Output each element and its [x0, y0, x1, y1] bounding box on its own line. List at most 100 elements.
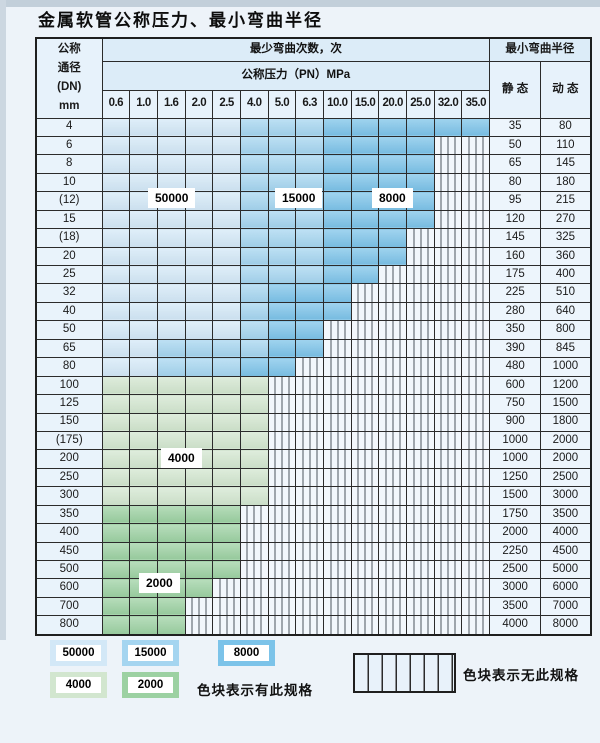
spec-cell: [129, 394, 158, 414]
spec-cell: [295, 320, 324, 340]
no-spec-cell: [323, 357, 352, 377]
spec-cell: [323, 209, 352, 230]
no-spec-cell: [267, 504, 297, 525]
no-spec-cell: [461, 154, 491, 174]
spec-cell: [350, 117, 380, 137]
static-radius-value: 120: [489, 209, 542, 230]
no-spec-cell: [461, 486, 491, 506]
legend-no-spec-label: 色块表示无此规格: [463, 668, 579, 684]
spec-cell: [406, 135, 435, 156]
dn-cell: (12): [35, 191, 103, 211]
spec-cell: [156, 117, 186, 137]
spec-cell: [212, 467, 241, 488]
static-radius-value: 3500: [489, 596, 542, 617]
no-spec-cell: [295, 467, 324, 488]
no-spec-cell: [378, 357, 408, 377]
no-spec-cell: [295, 394, 324, 414]
table-row-dn-8: 8 65 145: [35, 154, 592, 174]
no-spec-cell: [239, 559, 269, 580]
spec-cell: [156, 394, 186, 414]
spec-cell: [267, 246, 297, 267]
dn-cell: 8: [35, 154, 103, 174]
dn-cell: 4: [35, 117, 103, 137]
no-spec-cell: [406, 264, 435, 285]
no-spec-cell: [433, 246, 463, 267]
header-row-2: 公称压力（PN）MPa 静 态 动 态: [36, 60, 592, 119]
no-spec-cell: [378, 523, 408, 543]
no-spec-cell: [350, 449, 380, 469]
static-radius-value: 280: [489, 301, 542, 322]
spec-cell: [239, 301, 269, 322]
spec-cell: [406, 117, 435, 137]
dynamic-radius-value: 2000: [540, 449, 592, 469]
no-spec-cell: [267, 449, 297, 469]
dn-cell: 300: [35, 486, 103, 506]
spec-cell: [267, 154, 297, 174]
spec-cell: [350, 154, 380, 174]
no-spec-cell: [350, 486, 380, 506]
radius-header: 最小弯曲半径: [489, 37, 592, 62]
no-spec-cell: [461, 467, 491, 488]
dynamic-radius-value: 1800: [540, 412, 592, 432]
spec-cell: [350, 135, 380, 156]
no-spec-cell: [433, 412, 463, 432]
spec-cell: [323, 228, 352, 248]
dynamic-radius-value: 400: [540, 264, 592, 285]
spec-cell: [433, 117, 463, 137]
no-spec-cell: [433, 596, 463, 617]
no-spec-cell: [212, 596, 241, 617]
spec-cell: [239, 338, 269, 359]
dynamic-radius-value: 640: [540, 301, 592, 322]
dn-cell: 32: [35, 283, 103, 303]
spec-cell: [101, 117, 131, 137]
dynamic-radius-value: 6000: [540, 578, 592, 598]
spec-cell: [184, 559, 214, 580]
spec-cell: [184, 338, 214, 359]
pressure-tick-10.0: 10.0: [323, 89, 352, 119]
no-spec-cell: [406, 320, 435, 340]
spec-cell: [212, 449, 241, 469]
no-spec-cell: [323, 394, 352, 414]
static-radius-value: 350: [489, 320, 542, 340]
spec-cell: [156, 209, 186, 230]
dynamic-radius-value: 2500: [540, 467, 592, 488]
dn-cell: 25: [35, 264, 103, 285]
no-spec-cell: [433, 191, 463, 211]
spec-cell: [212, 523, 241, 543]
spec-cell: [156, 264, 186, 285]
spec-cell: [239, 209, 269, 230]
table-row-dn-400: 400 2000 4000: [35, 523, 592, 543]
no-spec-cell: [323, 375, 352, 396]
no-spec-cell: [350, 430, 380, 451]
no-spec-cell: [461, 596, 491, 617]
static-radius-value: 175: [489, 264, 542, 285]
spec-cell: [267, 320, 297, 340]
spec-cell: [156, 467, 186, 488]
spec-cell: [129, 541, 158, 562]
no-spec-cell: [406, 467, 435, 488]
static-radius-value: 4000: [489, 615, 542, 636]
dn-cell: 6: [35, 135, 103, 156]
no-spec-cell: [239, 523, 269, 543]
pressure-tick-20.0: 20.0: [378, 89, 408, 119]
no-spec-cell: [267, 578, 297, 598]
no-spec-cell: [406, 578, 435, 598]
no-spec-cell: [433, 523, 463, 543]
spec-cell: [295, 172, 324, 193]
no-spec-cell: [406, 559, 435, 580]
spec-cell: [184, 541, 214, 562]
spec-cell: [267, 338, 297, 359]
spec-cell: [295, 264, 324, 285]
table-row-dn-4: 4 35 80: [35, 117, 592, 137]
no-spec-cell: [461, 172, 491, 193]
spec-cell: [295, 117, 324, 137]
no-spec-cell: [406, 394, 435, 414]
cycle-count-label-2000: 2000: [139, 573, 180, 593]
no-spec-cell: [323, 486, 352, 506]
spec-cell: [101, 615, 131, 636]
spec-cell: [156, 615, 186, 636]
page-title: 金属软管公称压力、最小弯曲半径: [38, 11, 323, 31]
no-spec-cell: [350, 578, 380, 598]
legend-swatch-value: 50000: [56, 645, 101, 661]
no-spec-cell: [378, 301, 408, 322]
